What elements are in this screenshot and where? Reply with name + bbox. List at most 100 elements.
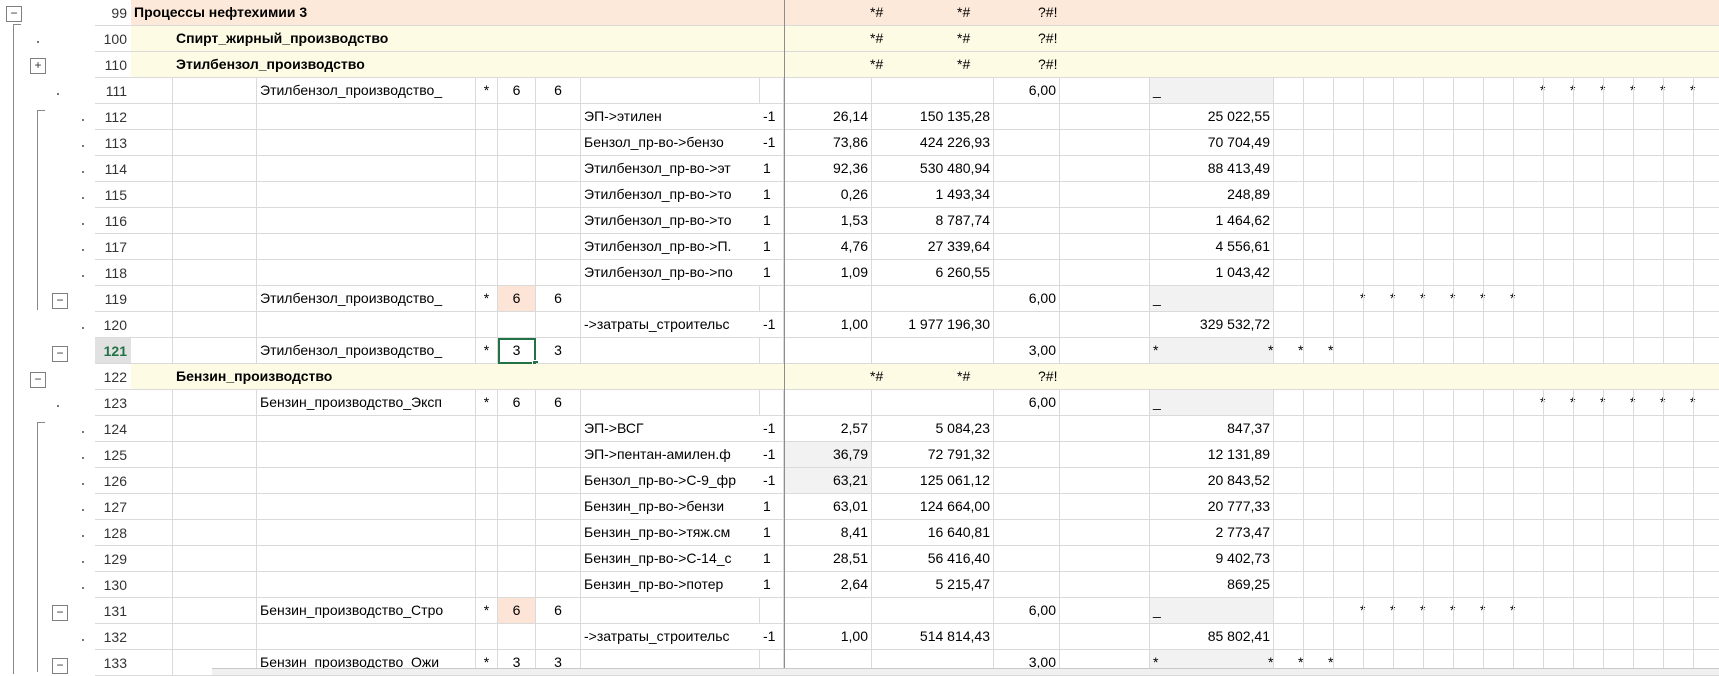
cell[interactable] [994,520,1060,546]
row-header[interactable]: 120 [95,312,131,338]
cell[interactable] [1514,78,1544,104]
cell[interactable] [257,624,476,650]
amount-cell[interactable]: 150 135,28 [872,104,994,130]
sign-cell[interactable]: -1 [760,130,784,156]
cell[interactable] [1604,312,1634,338]
total-cell[interactable]: 3,00 [994,338,1060,364]
cell[interactable] [1454,442,1484,468]
cell[interactable] [1424,338,1454,364]
cell[interactable] [1424,234,1454,260]
quantity-cell[interactable]: 1,00 [784,312,872,338]
cell[interactable] [872,390,994,416]
cell[interactable] [1604,130,1634,156]
cell[interactable] [476,468,498,494]
cell[interactable] [1304,624,1334,650]
cell[interactable] [1484,546,1514,572]
cell[interactable] [1394,546,1424,572]
cell[interactable] [1694,260,1719,286]
cell[interactable] [1694,442,1719,468]
cell[interactable] [1424,78,1454,104]
cell[interactable] [1574,598,1604,624]
cell[interactable] [131,338,173,364]
cell[interactable] [1574,156,1604,182]
cell[interactable] [1694,182,1719,208]
cell[interactable] [1060,572,1150,598]
cell[interactable] [1334,468,1364,494]
cell[interactable] [1664,78,1694,104]
value-cell-1[interactable]: 6 [498,78,536,104]
row-header[interactable]: 122 [95,364,131,390]
cell[interactable] [1634,468,1664,494]
cell[interactable] [1424,416,1454,442]
cell[interactable] [1574,468,1604,494]
cell[interactable] [1364,572,1394,598]
cell[interactable] [536,208,581,234]
cell[interactable] [1364,468,1394,494]
cell[interactable] [1544,104,1574,130]
row-header[interactable]: 113 [95,130,131,156]
cell[interactable] [1544,156,1574,182]
cell[interactable] [994,130,1060,156]
cell[interactable] [1274,130,1304,156]
cell[interactable] [1544,208,1574,234]
collapse-group-button[interactable]: − [52,346,68,362]
cell[interactable] [1514,182,1544,208]
value-cell-2[interactable]: 3 [536,338,581,364]
group-name-cell[interactable]: Процессы нефтехимии 3 [134,4,308,20]
cell[interactable] [1454,260,1484,286]
cell[interactable] [536,468,581,494]
cell[interactable] [536,104,581,130]
value-cell-2[interactable]: 6 [536,78,581,104]
collapse-group-button[interactable]: − [30,372,46,388]
cell[interactable] [1544,546,1574,572]
cell[interactable] [536,260,581,286]
cell[interactable] [1060,78,1150,104]
row-header[interactable]: 117 [95,234,131,260]
cell[interactable] [1484,468,1514,494]
flow-name-cell[interactable]: Бензин_пр-во->бензи [581,494,760,520]
cell[interactable] [1514,468,1544,494]
cell[interactable] [1634,182,1664,208]
flow-name-cell[interactable]: Этилбензол_пр-во->то [581,182,760,208]
sign-cell[interactable]: 1 [760,520,784,546]
cell[interactable] [173,182,257,208]
cell[interactable] [131,442,173,468]
cell[interactable] [1394,182,1424,208]
cell[interactable] [257,182,476,208]
cell[interactable] [1664,312,1694,338]
cell[interactable] [498,260,536,286]
cell[interactable] [1664,442,1694,468]
cell[interactable] [1574,312,1604,338]
cell[interactable] [1060,338,1150,364]
cell[interactable] [476,494,498,520]
cell[interactable] [1484,442,1514,468]
cell[interactable] [257,104,476,130]
cell[interactable] [994,104,1060,130]
cell[interactable] [760,390,784,416]
group-flag-h[interactable]: *# [957,56,971,72]
cell[interactable] [1364,208,1394,234]
group-name-cell[interactable]: Этилбензол_производство [176,56,365,72]
quantity-cell[interactable]: 4,76 [784,234,872,260]
quantity-cell[interactable]: 63,01 [784,494,872,520]
cell[interactable] [476,156,498,182]
cell[interactable] [581,338,760,364]
cell[interactable] [1454,338,1484,364]
cell[interactable] [476,182,498,208]
cell[interactable] [1484,260,1514,286]
cell[interactable] [1664,234,1694,260]
cell[interactable] [1634,78,1664,104]
cell[interactable] [1394,312,1424,338]
flow-name-cell[interactable]: ЭП->пентан-амилен.ф [581,442,760,468]
cell[interactable] [1574,390,1604,416]
cell[interactable] [1394,156,1424,182]
cell[interactable] [1334,286,1364,312]
cell[interactable] [1364,130,1394,156]
value-cell-1[interactable]: 6 [498,286,536,312]
row-header[interactable]: 125 [95,442,131,468]
cell[interactable] [1694,624,1719,650]
value-k-cell[interactable]: 847,37 [1150,416,1274,442]
amount-cell[interactable]: 124 664,00 [872,494,994,520]
cell[interactable] [1304,78,1334,104]
cell[interactable] [1634,442,1664,468]
